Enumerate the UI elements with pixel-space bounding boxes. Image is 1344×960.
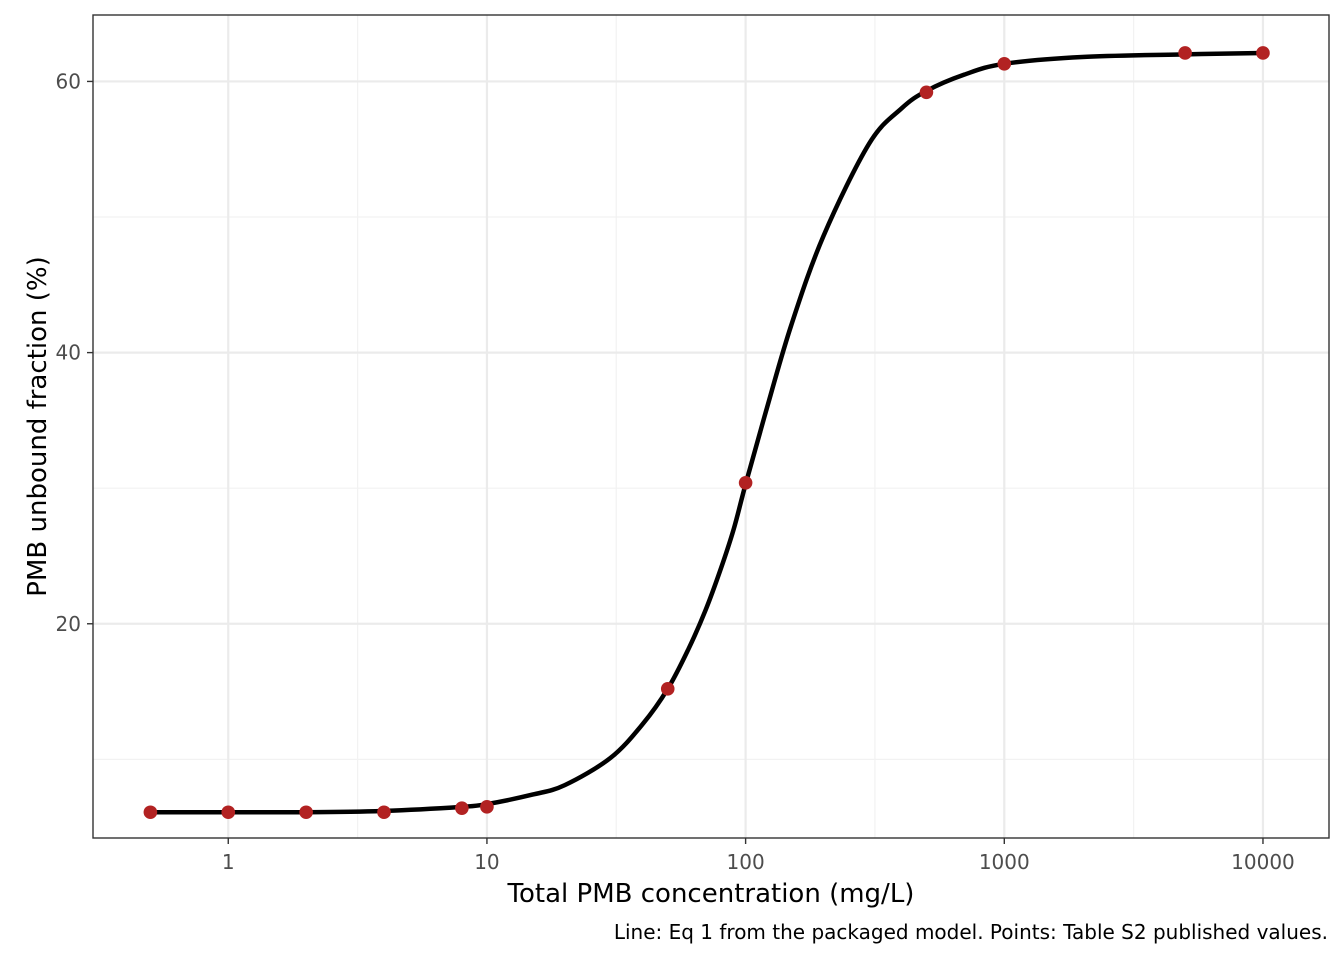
data-point [919, 85, 934, 100]
data-point [377, 805, 391, 820]
data-point [738, 475, 753, 490]
y-tick-label: 20 [56, 612, 81, 636]
data-point [660, 682, 675, 696]
x-axis-title: Total PMB concentration (mg/L) [507, 879, 915, 909]
y-axis-title: PMB unbound fraction (%) [23, 256, 53, 596]
y-tick-label: 60 [56, 69, 81, 93]
data-point [480, 800, 494, 814]
y-tick-label: 40 [56, 341, 81, 365]
x-tick-label: 10000 [1231, 850, 1295, 874]
panel-border [92, 14, 1330, 839]
x-tick-label: 100 [727, 850, 765, 874]
data-point [455, 801, 469, 815]
data-point [299, 805, 313, 820]
data-point [221, 805, 236, 820]
x-tick-label: 10 [474, 850, 499, 874]
data-point [1178, 46, 1192, 60]
axes: 1 10 100 1000 10000 20 40 60 [56, 69, 1295, 874]
data-point [143, 805, 158, 820]
series-layer [143, 46, 1270, 820]
data-point [1256, 46, 1270, 60]
caption: Line: Eq 1 from the packaged model. Poin… [614, 920, 1328, 944]
data-point [997, 57, 1012, 71]
grid [93, 15, 1329, 838]
x-tick-label: 1 [222, 850, 235, 874]
x-tick-label: 1000 [979, 850, 1030, 874]
